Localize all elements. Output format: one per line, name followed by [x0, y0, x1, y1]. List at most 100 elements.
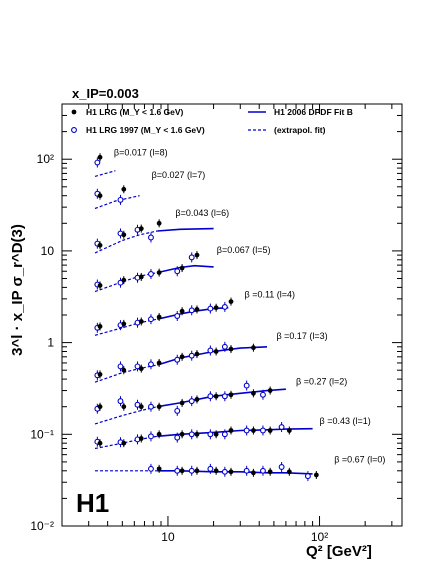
- lrg97-point: [148, 316, 154, 323]
- lrg-point: [213, 349, 219, 354]
- legend-entry-text: (extrapol. fit): [274, 125, 326, 135]
- lrg97-point: [117, 279, 124, 286]
- beta-series-label: β =0.11 (l=4): [245, 290, 296, 300]
- legend-entry-text: H1 LRG (M_Y < 1.6 GeV): [86, 107, 184, 117]
- lrg97-point: [174, 434, 181, 441]
- lrg-point: [138, 319, 144, 324]
- lrg-point: [97, 154, 103, 160]
- lrg-point: [213, 393, 219, 399]
- lrg97-point: [221, 303, 228, 310]
- lrg-point: [179, 354, 185, 360]
- lrg97-point: [148, 271, 154, 277]
- lrg97-point: [207, 347, 214, 354]
- lrg97-point: [174, 313, 181, 319]
- lrg-point: [156, 220, 162, 226]
- lrg97-point: [243, 382, 250, 389]
- lrg-point: [267, 469, 273, 475]
- lrg97-point: [260, 391, 266, 398]
- lrg-point: [97, 324, 103, 329]
- fit-b-line: [157, 388, 286, 408]
- lrg-point: [138, 404, 144, 410]
- lrg-point: [121, 367, 127, 373]
- lrg-point: [97, 404, 103, 410]
- lrg-point: [121, 404, 127, 410]
- lrg-point: [251, 390, 256, 396]
- lrg97-point: [174, 467, 181, 474]
- lrg-point: [286, 469, 292, 475]
- lrg97-point: [207, 393, 214, 400]
- lrg-point: [156, 314, 162, 320]
- lrg-point: [156, 431, 162, 437]
- lrg97-point: [174, 268, 181, 275]
- lrg-point: [251, 470, 256, 476]
- h1-logo: H1: [76, 488, 109, 518]
- lrg97-point: [117, 363, 124, 370]
- lrg-point: [179, 468, 185, 474]
- fit-extrapolated-line: [94, 406, 158, 425]
- fit-extrapolated-line: [94, 170, 116, 177]
- lrg97-point: [221, 343, 228, 350]
- fit-b-line: [157, 346, 268, 366]
- lrg-point: [228, 428, 234, 433]
- lrg-point: [179, 265, 185, 271]
- x-tick-label: 10: [161, 530, 175, 544]
- x-axis-title: Q² [GeV²]: [306, 543, 372, 560]
- lrg97-point: [94, 159, 101, 166]
- fit-extrapolated-line: [94, 195, 140, 210]
- lrg97-point: [148, 361, 154, 368]
- lrg-point: [213, 468, 219, 474]
- lrg-point: [251, 345, 256, 351]
- lrg-point: [194, 397, 200, 402]
- lrg-point: [228, 469, 234, 475]
- lrg97-point: [260, 467, 266, 474]
- fit-extrapolated-line: [94, 230, 158, 254]
- x-ip-label: x_IP=0.003: [72, 86, 139, 101]
- y-tick-label: 10⁻¹: [30, 427, 54, 441]
- lrg97-point: [243, 467, 250, 474]
- fit-extrapolated-line: [94, 364, 158, 383]
- lrg97-point: [188, 352, 195, 359]
- lrg97-point: [134, 363, 141, 370]
- fit-extrapolated-line: [94, 272, 158, 293]
- lrg97-point: [117, 196, 124, 203]
- legend-entry-text: H1 2006 DPDF Fit B: [274, 107, 353, 117]
- lrg-point: [228, 299, 234, 305]
- lrg-point: [313, 472, 319, 478]
- lrg-point: [179, 431, 185, 437]
- lrg-point: [156, 404, 162, 410]
- lrg-point: [121, 277, 127, 283]
- lrg-point: [267, 428, 273, 433]
- lrg97-point: [117, 398, 124, 405]
- lrg-point: [179, 308, 185, 314]
- beta-series-label: β=0.017 (l=8): [114, 147, 168, 157]
- fit-b-line: [157, 264, 214, 274]
- lrg97-point: [188, 307, 195, 314]
- lrg-point: [213, 305, 219, 311]
- legend-lrg-marker: [71, 109, 77, 115]
- lrg97-point: [148, 234, 154, 241]
- fit-b-line: [157, 227, 214, 232]
- beta-series-label: β =0.17 (l=3): [276, 331, 327, 341]
- lrg97-point: [188, 467, 195, 474]
- lrg97-point: [188, 398, 195, 405]
- y-tick-label: 1: [47, 336, 54, 350]
- y-tick-label: 10²: [37, 152, 54, 166]
- fit-b-line: [157, 306, 229, 320]
- y-tick-label: 10⁻²: [30, 519, 54, 533]
- lrg97-point: [221, 393, 228, 400]
- lrg-point: [194, 252, 200, 258]
- lrg97-point: [174, 356, 181, 363]
- lrg97-point: [243, 427, 250, 434]
- lrg-point: [138, 366, 144, 372]
- lrg-point: [194, 468, 200, 474]
- lrg-point: [138, 436, 144, 441]
- lrg-point: [194, 351, 200, 357]
- beta-series-label: β =0.43 (l=1): [320, 416, 371, 426]
- beta-series-label: β=0.027 (l=7): [152, 170, 206, 180]
- lrg-point: [194, 431, 200, 437]
- beta-series-label: β=0.043 (l=6): [175, 208, 229, 218]
- lrg-point: [267, 388, 273, 393]
- lrg97-point: [188, 431, 195, 438]
- fit-extrapolated-line: [94, 318, 158, 336]
